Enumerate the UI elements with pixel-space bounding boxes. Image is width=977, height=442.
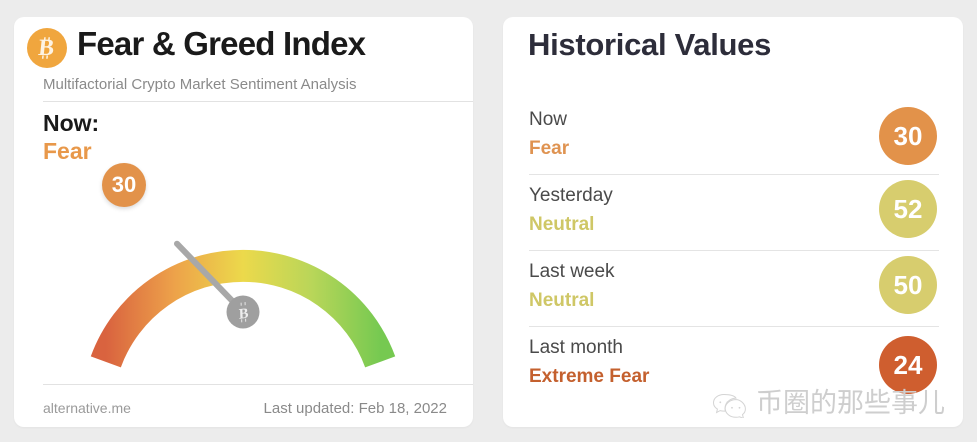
svg-text:B: B bbox=[239, 305, 249, 322]
